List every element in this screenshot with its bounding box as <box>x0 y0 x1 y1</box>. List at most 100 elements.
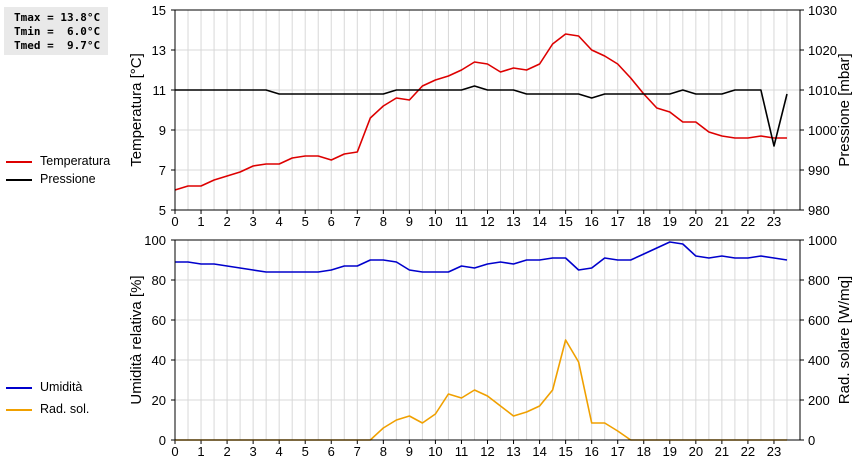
humidity-radiation-series-umidit- <box>175 241 788 273</box>
legend-swatch-temperatura <box>6 161 32 163</box>
humidity-radiation-xtick-label: 20 <box>689 444 703 459</box>
humidity-radiation-xtick-label: 1 <box>197 444 204 459</box>
humidity-radiation-xtick-label: 11 <box>455 444 469 459</box>
humidity-radiation-xtick-label: 9 <box>406 444 413 459</box>
legend-label-pressione: Pressione <box>40 172 96 186</box>
humidity-radiation-ytick-label: 100 <box>144 233 166 248</box>
humidity-radiation-xtick-label: 8 <box>380 444 387 459</box>
temp-pressure-ytick-label: 7 <box>159 163 166 178</box>
temp-pressure-ytick-label: 5 <box>159 203 166 218</box>
temp-pressure-xtick-label: 9 <box>406 214 413 229</box>
temp-pressure-ytick-label: 15 <box>152 3 166 18</box>
temp-pressure-xtick-label: 4 <box>276 214 283 229</box>
temp-pressure-xtick-label: 22 <box>741 214 755 229</box>
humidity-radiation-y2tick-label: 400 <box>808 353 830 368</box>
humidity-radiation-xtick-label: 5 <box>302 444 309 459</box>
humidity-radiation-xtick-label: 16 <box>584 444 598 459</box>
legend-item-rad-sol: Rad. sol. <box>4 402 128 418</box>
legend-item-temperatura: Temperatura <box>4 154 128 170</box>
temp-pressure-xtick-label: 11 <box>455 214 469 229</box>
temp-pressure-xtick-label: 1 <box>197 214 204 229</box>
legend-swatch-rad-sol <box>6 409 32 411</box>
humidity-radiation-ytick-label: 0 <box>159 433 166 448</box>
temp-pressure-xtick-label: 19 <box>663 214 677 229</box>
legend-item-umidita: Umidità <box>4 380 128 396</box>
temp-pressure-xtick-label: 16 <box>584 214 598 229</box>
tmax-stat: Tmax = 13.8°C <box>14 11 101 24</box>
temp-pressure-xtick-label: 7 <box>354 214 361 229</box>
humidity-radiation-frame <box>174 239 801 441</box>
humidity-radiation-xtick-label: 10 <box>428 444 442 459</box>
temp-pressure-xtick-label: 15 <box>558 214 572 229</box>
humidity-radiation-xtick-label: 21 <box>715 444 729 459</box>
legend-label-rad-sol: Rad. sol. <box>40 402 90 416</box>
temp-pressure-y2tick-label: 990 <box>808 163 830 178</box>
temp-pressure-y2tick-label: 1030 <box>808 3 837 18</box>
temp-pressure-xtick-label: 20 <box>689 214 703 229</box>
humidity-radiation-xtick-label: 4 <box>276 444 283 459</box>
temp-pressure-xtick-label: 10 <box>428 214 442 229</box>
temp-pressure-y2label: Pressione [mbar] <box>836 53 853 166</box>
humidity-radiation-y2label: Rad. solare [W/mq] <box>836 276 853 404</box>
temp-pressure-frame <box>174 9 801 211</box>
temp-pressure-xtick-label: 2 <box>223 214 230 229</box>
humidity-radiation-xtick-label: 22 <box>741 444 755 459</box>
bottom-chart-legend: Umidità Rad. sol. <box>4 380 128 420</box>
temp-pressure-xtick-label: 5 <box>302 214 309 229</box>
temp-pressure-xtick-label: 6 <box>328 214 335 229</box>
humidity-radiation-xtick-label: 3 <box>250 444 257 459</box>
humidity-radiation-ytick-label: 80 <box>152 273 166 288</box>
legend-label-temperatura: Temperatura <box>40 154 111 168</box>
humidity-radiation-xtick-label: 12 <box>480 444 494 459</box>
temp-pressure-xtick-label: 0 <box>171 214 178 229</box>
legend-label-umidita: Umidità <box>40 380 83 394</box>
humidity-radiation-xtick-label: 0 <box>171 444 178 459</box>
temp-pressure-xtick-label: 18 <box>637 214 651 229</box>
temp-pressure-y2tick-label: 1010 <box>808 83 837 98</box>
stats-box: Tmax = 13.8°C Tmin = 6.0°C Tmed = 9.7°C <box>4 7 108 55</box>
humidity-radiation-xtick-label: 19 <box>663 444 677 459</box>
temp-pressure-xtick-label: 3 <box>250 214 257 229</box>
temp-pressure-xtick-label: 23 <box>767 214 781 229</box>
humidity-radiation-y2tick-label: 800 <box>808 273 830 288</box>
temp-pressure-xtick-label: 14 <box>532 214 546 229</box>
temp-pressure-y2tick-label: 980 <box>808 203 830 218</box>
temp-pressure-ytick-label: 11 <box>153 83 167 98</box>
humidity-radiation-y2tick-label: 200 <box>808 393 830 408</box>
legend-swatch-umidita <box>6 387 32 389</box>
temp-pressure-xtick-label: 8 <box>380 214 387 229</box>
humidity-radiation-y2tick-label: 1000 <box>808 233 837 248</box>
temp-pressure-ylabel: Temperatura [°C] <box>128 53 145 167</box>
humidity-radiation-xtick-label: 18 <box>637 444 651 459</box>
humidity-radiation-series-rad-sol- <box>175 339 787 441</box>
legend-item-pressione: Pressione <box>4 172 128 188</box>
top-chart-legend: Temperatura Pressione <box>4 154 128 194</box>
humidity-radiation-xtick-label: 14 <box>532 444 546 459</box>
humidity-radiation-xtick-label: 6 <box>328 444 335 459</box>
temp-pressure-xtick-label: 12 <box>480 214 494 229</box>
humidity-radiation-xtick-label: 23 <box>767 444 781 459</box>
temp-pressure-series-pressione <box>175 85 788 147</box>
temp-pressure-xtick-label: 17 <box>610 214 624 229</box>
temp-pressure-xtick-label: 21 <box>715 214 729 229</box>
humidity-radiation-xtick-label: 13 <box>506 444 520 459</box>
temp-pressure-xtick-label: 13 <box>506 214 520 229</box>
humidity-radiation-y2tick-label: 600 <box>808 313 830 328</box>
humidity-radiation-ytick-label: 40 <box>152 353 166 368</box>
temp-pressure-ytick-label: 9 <box>159 123 166 138</box>
tmed-stat: Tmed = 9.7°C <box>14 39 101 52</box>
humidity-radiation-xtick-label: 7 <box>354 444 361 459</box>
tmin-stat: Tmin = 6.0°C <box>14 25 101 38</box>
humidity-radiation-xtick-label: 15 <box>558 444 572 459</box>
humidity-radiation-xtick-label: 17 <box>610 444 624 459</box>
humidity-radiation-xtick-label: 2 <box>223 444 230 459</box>
temp-pressure-y2tick-label: 1020 <box>808 43 837 58</box>
humidity-radiation-ytick-label: 20 <box>152 393 166 408</box>
humidity-radiation-ylabel: Umidità relativa [%] <box>128 275 145 404</box>
legend-swatch-pressione <box>6 179 32 181</box>
temp-pressure-series-temperatura <box>174 33 787 191</box>
temp-pressure-y2tick-label: 1000 <box>808 123 837 138</box>
